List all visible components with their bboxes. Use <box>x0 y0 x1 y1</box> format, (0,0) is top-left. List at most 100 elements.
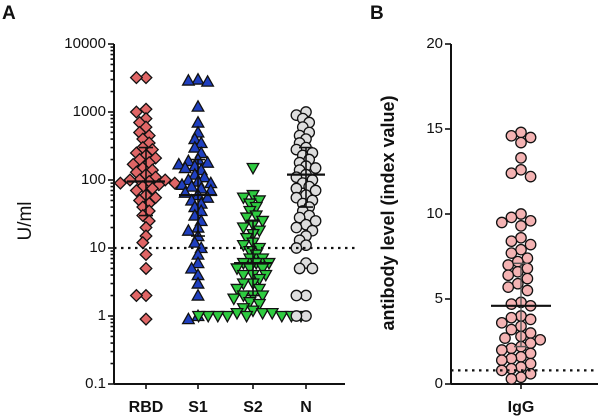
panel-a-point-s1 <box>191 288 205 301</box>
panel-a-point-s1 <box>171 157 186 170</box>
panel-b-point-igg <box>515 163 527 176</box>
panel-a-point-s1 <box>181 311 196 325</box>
panel-a-point-s1 <box>197 170 212 183</box>
panel-b-point-igg <box>502 269 515 282</box>
panel-a-point-s2 <box>239 212 254 225</box>
panel-b-y-tick-label: 20 <box>426 35 443 52</box>
panel-a-point-s2 <box>226 293 241 306</box>
panel-a-point-s1 <box>191 276 205 289</box>
panel-a-point-s2 <box>210 310 225 324</box>
panel-a-point-rbd <box>113 176 128 190</box>
panel-a-point-s2 <box>252 298 267 312</box>
panel-a-point-s1 <box>178 160 193 174</box>
panel-b-chart: antibody level (index value) 20 15 10 5 … <box>378 35 598 416</box>
panel-a-y-tick-label: 10000 <box>64 35 106 52</box>
panel-b-point-igg <box>524 313 537 326</box>
panel-a-point-n <box>290 221 303 234</box>
panel-a-point-s1 <box>187 140 202 153</box>
panel-a-point-n <box>309 215 322 227</box>
panel-b-summary-lines <box>451 262 598 372</box>
panel-a-letter: A <box>2 3 16 24</box>
panel-a-point-rbd <box>139 312 153 326</box>
panel-b-point-igg <box>495 344 508 356</box>
category-label-igg: IgG <box>508 399 535 416</box>
panel-b-point-igg <box>505 129 518 142</box>
panel-b-point-igg <box>524 131 537 144</box>
panel-a-point-s2 <box>239 310 254 324</box>
panel-b-point-igg <box>515 371 527 384</box>
panel-a-y-tick-labels: 10000 1000 100 10 1 0.1 <box>64 35 106 392</box>
panel-a-y-tick-label: 10 <box>89 239 106 256</box>
panel-a-point-s1 <box>200 190 215 203</box>
panel-b-point-igg <box>505 247 518 259</box>
category-label-n: N <box>300 399 312 416</box>
panel-b-point-igg <box>505 235 518 248</box>
panel-a-summary-lines <box>114 146 355 297</box>
panel-b-y-tick-label: 10 <box>426 205 443 222</box>
panel-b-point-igg <box>505 342 518 355</box>
panel-b-point-igg <box>524 170 537 183</box>
panel-a-chart: U/ml 10000 1000 100 10 1 0.1 RBD S1 S2 N <box>15 35 355 416</box>
panel-a-point-s1 <box>181 223 196 236</box>
panel-a-point-s2 <box>255 308 270 321</box>
panel-b-point-igg <box>505 352 518 365</box>
category-label-s2: S2 <box>243 399 263 416</box>
panel-a-point-s1 <box>200 74 215 87</box>
panel-b-point-igg <box>521 272 534 285</box>
category-label-rbd: RBD <box>129 399 164 416</box>
panel-a-point-rbd <box>129 70 144 85</box>
panel-b-point-igg <box>515 231 527 244</box>
panel-a-point-s2 <box>236 222 251 235</box>
panel-a-point-s2 <box>265 308 280 321</box>
panel-b-point-igg <box>495 354 508 367</box>
panel-b-point-igg <box>505 373 518 385</box>
panel-a-point-s1 <box>191 255 205 269</box>
panel-a-y-tick-label: 0.1 <box>85 375 106 392</box>
panel-a-point-s2 <box>230 283 244 297</box>
panel-b-point-igg <box>515 136 527 149</box>
panel-a-point-s2 <box>242 296 257 310</box>
panel-b-point-igg <box>524 347 537 360</box>
panel-a-point-rbd <box>129 288 144 303</box>
panel-b-point-igg <box>524 238 537 251</box>
panel-b-point-igg <box>505 323 518 336</box>
panel-a-point-n <box>306 262 319 275</box>
panel-b-point-igg <box>515 152 527 164</box>
panel-a-point-s2 <box>246 162 260 176</box>
panel-b-point-igg <box>495 216 508 229</box>
panel-a-axes <box>108 43 345 389</box>
panel-a-point-rbd <box>152 178 166 192</box>
panel-a-point-n <box>300 239 312 252</box>
panel-b-point-igg <box>524 214 537 227</box>
panel-b-point-igg <box>521 262 534 275</box>
panel-b-point-igg <box>502 259 515 271</box>
panel-b-point-igg <box>515 126 527 139</box>
category-label-s1: S1 <box>188 399 208 416</box>
panel-b-y-tick-label: 15 <box>426 120 443 137</box>
panel-a-point-n <box>300 289 312 302</box>
panel-a-point-rbd <box>139 247 153 262</box>
panel-a-point-n <box>300 310 312 322</box>
panel-b-axes <box>445 43 598 389</box>
panel-a-point-s2 <box>191 310 206 324</box>
panel-b-point-igg <box>534 333 547 346</box>
panel-b-point-igg <box>505 211 518 224</box>
panel-b-point-igg <box>515 350 527 363</box>
panel-b-point-igg <box>524 367 537 380</box>
panel-a-point-s2 <box>201 310 216 324</box>
panel-a-point-s1 <box>184 179 199 192</box>
panel-b-point-igg <box>499 332 511 344</box>
panel-a-point-s1 <box>200 155 215 168</box>
panel-b-y-tick-label: 0 <box>435 375 443 392</box>
panel-a-y-axis-title: U/ml <box>15 201 36 240</box>
panel-a-point-n <box>309 162 322 174</box>
panel-a-point-rbd <box>139 288 153 303</box>
panel-a-point-rbd <box>129 105 144 119</box>
panel-b-point-igg <box>521 284 534 297</box>
panel-b-point-igg <box>524 357 537 370</box>
panel-a-y-tick-label: 1 <box>98 307 106 324</box>
panel-a-point-n <box>309 184 322 197</box>
panel-b-y-tick-label: 5 <box>435 290 443 307</box>
panel-a-y-tick-label: 1000 <box>73 103 106 120</box>
